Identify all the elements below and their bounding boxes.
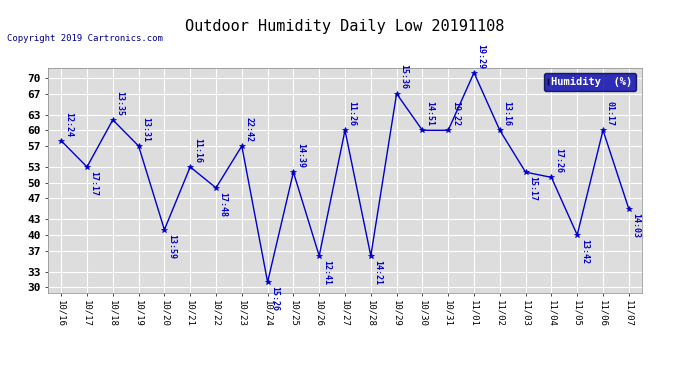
Text: 13:16: 13:16: [502, 101, 511, 126]
Text: 13:59: 13:59: [167, 234, 176, 259]
Text: 13:31: 13:31: [141, 117, 150, 142]
Text: 15:36: 15:36: [400, 64, 408, 90]
Text: 01:17: 01:17: [606, 101, 615, 126]
Text: 17:48: 17:48: [219, 192, 228, 217]
Text: 22:42: 22:42: [244, 117, 253, 142]
Text: 13:42: 13:42: [580, 239, 589, 264]
Text: 14:21: 14:21: [373, 260, 382, 285]
Text: 14:39: 14:39: [296, 143, 305, 168]
Text: 14:51: 14:51: [425, 101, 434, 126]
Text: 19:29: 19:29: [477, 44, 486, 69]
Legend: Humidity  (%): Humidity (%): [544, 73, 636, 91]
Text: 14:03: 14:03: [631, 213, 640, 238]
Text: 11:16: 11:16: [193, 138, 201, 163]
Text: Copyright 2019 Cartronics.com: Copyright 2019 Cartronics.com: [7, 34, 163, 43]
Text: 11:26: 11:26: [348, 101, 357, 126]
Text: 15:26: 15:26: [270, 286, 279, 311]
Text: 17:17: 17:17: [90, 171, 99, 196]
Text: 12:41: 12:41: [322, 260, 331, 285]
Text: 17:26: 17:26: [554, 148, 563, 173]
Text: 12:24: 12:24: [63, 112, 72, 136]
Text: 13:35: 13:35: [115, 91, 124, 116]
Text: 19:22: 19:22: [451, 101, 460, 126]
Text: Outdoor Humidity Daily Low 20191108: Outdoor Humidity Daily Low 20191108: [186, 19, 504, 34]
Text: 15:17: 15:17: [528, 176, 538, 201]
